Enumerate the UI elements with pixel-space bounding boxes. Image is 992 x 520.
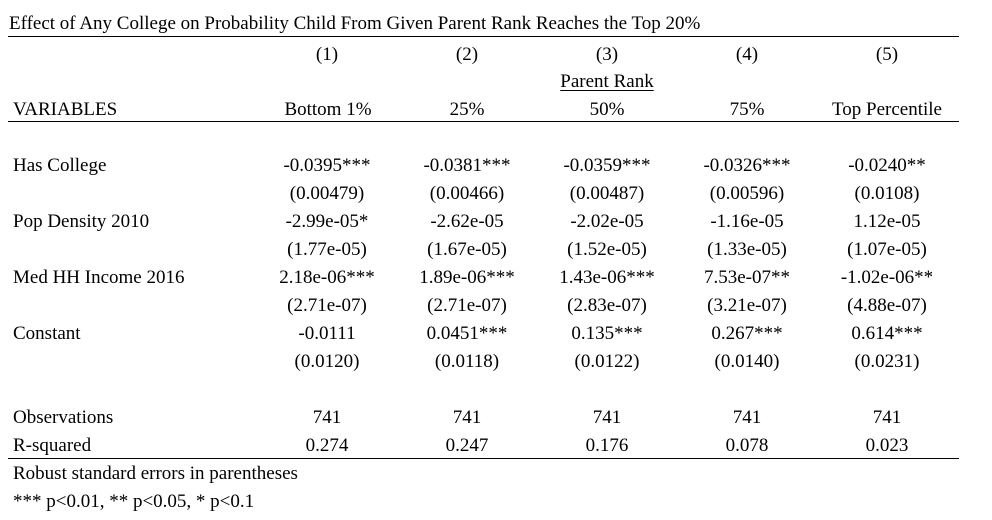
coef-cell: 0.0451*** [426, 323, 508, 344]
column-number-1: (1) [315, 44, 339, 65]
column-header-2: 25% [449, 99, 485, 120]
coef-cell: 1.89e-06*** [419, 267, 515, 288]
parent-rank-group-label: Parent Rank [560, 71, 654, 92]
stat-cell: 0.023 [865, 435, 909, 456]
stat-cell: 0.247 [445, 435, 489, 456]
coef-cell: -2.99e-05* [285, 211, 369, 232]
row-label-med-hh-income: Med HH Income 2016 [13, 267, 185, 288]
se-cell: (0.0118) [434, 351, 500, 372]
row-label-constant: Constant [13, 323, 81, 344]
coef-cell: -1.16e-05 [710, 211, 784, 232]
coef-cell: -0.0359*** [563, 155, 651, 176]
coef-cell: -1.02e-06** [840, 267, 934, 288]
coef-cell: 0.267*** [711, 323, 783, 344]
stat-cell: 741 [872, 407, 902, 428]
se-cell: (1.67e-05) [427, 239, 507, 260]
se-cell: (0.0140) [714, 351, 780, 372]
coef-cell: 1.43e-06*** [559, 267, 655, 288]
table-title: Effect of Any College on Probability Chi… [9, 13, 701, 34]
stat-cell: 741 [732, 407, 762, 428]
se-cell: (0.00596) [709, 183, 785, 204]
se-cell: (0.0122) [574, 351, 640, 372]
stat-cell: 0.078 [725, 435, 769, 456]
coef-cell: -0.0395*** [283, 155, 371, 176]
se-cell: (0.0108) [854, 183, 920, 204]
se-cell: (2.83e-07) [567, 295, 647, 316]
coef-cell: -0.0381*** [423, 155, 511, 176]
coef-cell: -2.02e-05 [570, 211, 644, 232]
se-cell: (0.00487) [569, 183, 645, 204]
se-cell: (4.88e-07) [847, 295, 927, 316]
coef-cell: -0.0240** [848, 155, 926, 176]
coef-cell: 0.135*** [571, 323, 643, 344]
column-header-3: 50% [589, 99, 625, 120]
coef-cell: 7.53e-07** [703, 267, 791, 288]
se-cell: (0.0120) [294, 351, 360, 372]
note-robust-se: Robust standard errors in parentheses [13, 463, 298, 484]
se-cell: (0.00479) [289, 183, 365, 204]
se-cell: (1.33e-05) [707, 239, 787, 260]
variables-header: VARIABLES [13, 99, 118, 120]
coef-cell: -2.62e-05 [430, 211, 504, 232]
stat-cell: 741 [452, 407, 482, 428]
row-label-pop-density: Pop Density 2010 [13, 211, 150, 232]
column-header-1: Bottom 1% [284, 99, 372, 120]
coef-cell: 2.18e-06*** [279, 267, 375, 288]
column-number-3: (3) [595, 44, 619, 65]
se-cell: (1.07e-05) [847, 239, 927, 260]
se-cell: (0.0231) [854, 351, 920, 372]
note-significance: *** p<0.01, ** p<0.05, * p<0.1 [13, 491, 255, 512]
column-header-4: 75% [729, 99, 765, 120]
stat-cell: 741 [312, 407, 342, 428]
column-header-5: Top Percentile [832, 99, 942, 120]
coef-cell: -0.0326*** [703, 155, 791, 176]
row-label-has-college: Has College [13, 155, 107, 176]
stat-cell: 741 [592, 407, 622, 428]
coef-cell: 0.614*** [851, 323, 923, 344]
header-rule [8, 121, 959, 122]
coef-cell: 1.12e-05 [853, 211, 921, 232]
se-cell: (1.52e-05) [567, 239, 647, 260]
stat-cell: 0.176 [585, 435, 629, 456]
stat-cell: 0.274 [305, 435, 349, 456]
se-cell: (0.00466) [429, 183, 505, 204]
row-label-observations: Observations [13, 407, 114, 428]
se-cell: (2.71e-07) [427, 295, 507, 316]
bottom-rule [8, 458, 959, 459]
column-number-5: (5) [875, 44, 899, 65]
top-rule [8, 36, 959, 37]
column-number-2: (2) [455, 44, 479, 65]
se-cell: (2.71e-07) [287, 295, 367, 316]
coef-cell: -0.0111 [298, 323, 356, 344]
se-cell: (1.77e-05) [287, 239, 367, 260]
se-cell: (3.21e-07) [707, 295, 787, 316]
row-label-r-squared: R-squared [13, 435, 92, 456]
column-number-4: (4) [735, 44, 759, 65]
